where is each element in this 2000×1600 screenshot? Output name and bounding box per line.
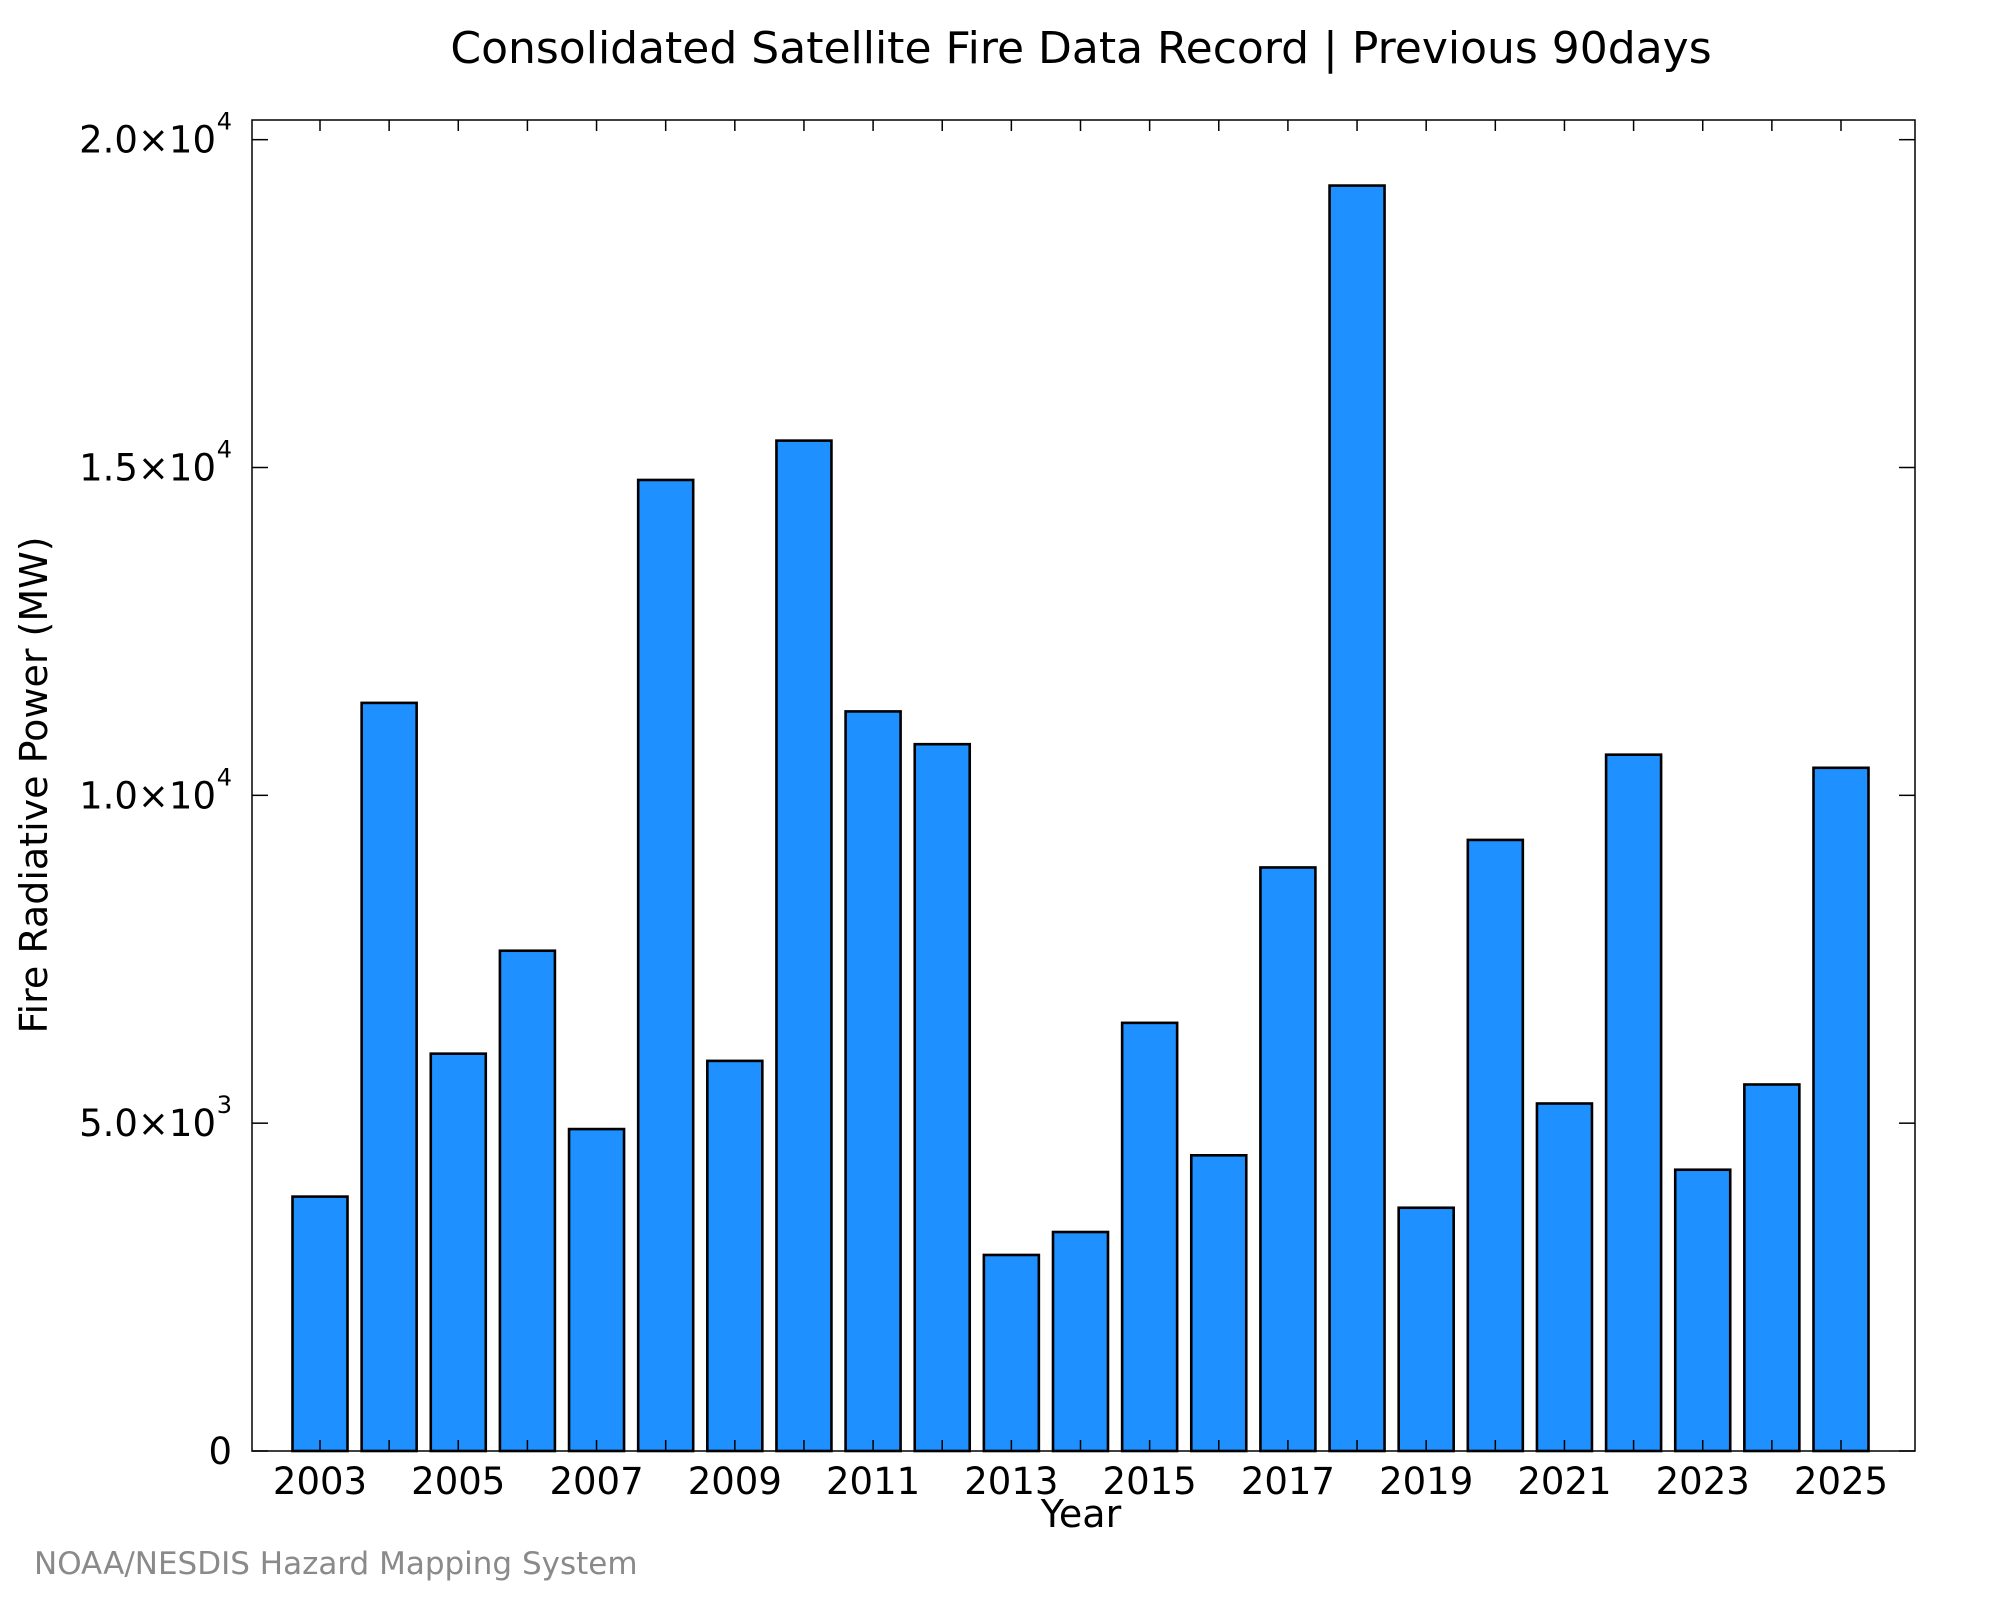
- y-tick-exponent: 4: [217, 763, 232, 791]
- bar-2011: [844, 710, 902, 1453]
- bar-2014: [1051, 1230, 1110, 1453]
- bar-2004: [360, 701, 418, 1453]
- axes-group: [251, 119, 1916, 1452]
- y-tick-exponent: 3: [217, 1091, 232, 1119]
- y-tick-exponent: 4: [217, 436, 232, 464]
- bar-2013: [982, 1253, 1041, 1453]
- bars-group: [291, 184, 1870, 1453]
- bar-2005: [429, 1052, 488, 1453]
- bar-2016: [1189, 1154, 1248, 1453]
- bar-2020: [1466, 838, 1525, 1453]
- bar-2017: [1259, 866, 1317, 1453]
- x-tick-label: 2003: [273, 1460, 367, 1503]
- y-tick-label: 1.5×10: [79, 447, 216, 490]
- bar-2008: [636, 478, 695, 1453]
- bar-2007: [567, 1127, 626, 1453]
- bar-2010: [775, 439, 833, 1453]
- bar-2022: [1604, 753, 1663, 1453]
- bar-2025: [1812, 766, 1870, 1453]
- y-tick-label: 0: [208, 1430, 232, 1473]
- source-credit: NOAA/NESDIS Hazard Mapping System: [34, 1546, 638, 1582]
- bar-2003: [291, 1195, 349, 1453]
- x-tick-label: 2021: [1517, 1460, 1611, 1503]
- bar-2012: [913, 742, 972, 1453]
- plot-frame: [251, 119, 1916, 1452]
- x-tick-label: 2015: [1103, 1460, 1197, 1503]
- x-tick-label: 2013: [964, 1460, 1058, 1503]
- chart-title: Consolidated Satellite Fire Data Record …: [450, 23, 1711, 74]
- y-axis-label: Fire Radiative Power (MW): [12, 536, 56, 1033]
- bar-2023: [1673, 1168, 1732, 1453]
- x-tick-label: 2011: [826, 1460, 920, 1503]
- x-axis-label: Year: [1040, 1492, 1122, 1536]
- x-tick-label: 2017: [1241, 1460, 1335, 1503]
- x-tick-labels: 2003 2005 2007 2009 2011 2013 2015 2017 2019 2021…: [273, 1460, 1888, 1503]
- x-tick-label: 2007: [549, 1460, 643, 1503]
- bar-2009: [706, 1059, 764, 1453]
- y-tick-label: 5.0×10: [79, 1102, 216, 1145]
- bar-2021: [1535, 1102, 1594, 1453]
- bar-2015: [1120, 1021, 1179, 1453]
- bar-2019: [1397, 1206, 1455, 1453]
- x-tick-label: 2005: [411, 1460, 505, 1503]
- bar-2018: [1328, 184, 1386, 1453]
- x-tick-label: 2009: [688, 1460, 782, 1503]
- y-tick-label: 2.0×10: [79, 119, 216, 162]
- x-tick-label: 2023: [1656, 1460, 1750, 1503]
- bar-2006: [498, 949, 557, 1453]
- bar-2024: [1743, 1083, 1801, 1453]
- y-tick-exponent: 4: [217, 108, 232, 136]
- y-tick-label: 1.0×10: [79, 774, 216, 817]
- x-tick-label: 2019: [1379, 1460, 1473, 1503]
- x-tick-label: 2025: [1794, 1460, 1888, 1503]
